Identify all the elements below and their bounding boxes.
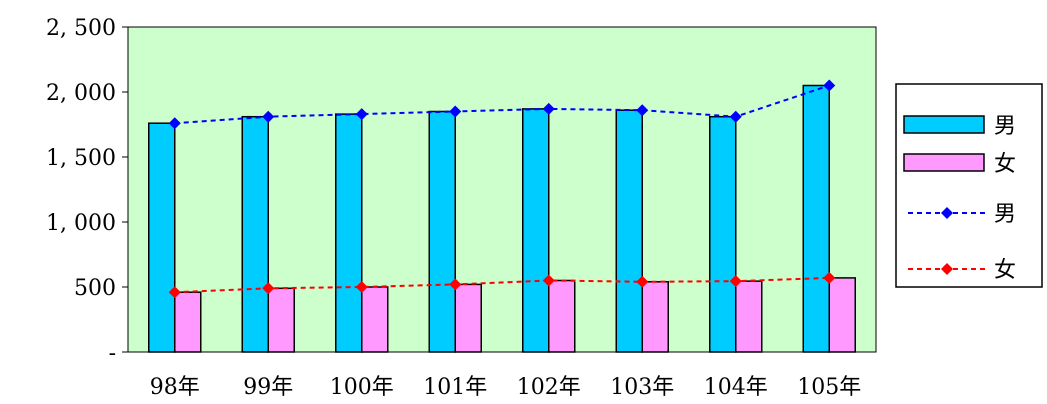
bar-male	[241, 115, 269, 353]
plot-area	[127, 26, 877, 353]
line-point-female	[168, 286, 181, 299]
legend-label: 男	[994, 114, 1016, 139]
legend-swatch-bar	[903, 115, 985, 134]
x-category-label: 99年	[243, 375, 293, 400]
bar-female	[828, 277, 856, 353]
x-category-label: 105年	[797, 375, 861, 400]
line-point-male	[729, 110, 742, 123]
bar-female	[735, 280, 763, 353]
legend-label: 女	[994, 258, 1016, 283]
line-point-male	[542, 102, 555, 115]
bar-male	[148, 122, 176, 353]
x-category-label: 100年	[330, 375, 394, 400]
y-tick-label: 2, 500	[46, 16, 116, 41]
bar-female	[548, 279, 576, 353]
bar-male	[709, 115, 737, 353]
y-tick-label: 2, 000	[46, 81, 116, 106]
bar-male	[522, 108, 550, 353]
bars	[148, 84, 856, 353]
line-point-female	[823, 271, 836, 284]
x-category-label: 98年	[150, 375, 200, 400]
bar-male	[428, 110, 456, 353]
line-point-male	[823, 79, 836, 92]
y-tick-label: -	[109, 341, 116, 366]
legend-label: 男	[994, 202, 1016, 227]
line-point-male	[449, 105, 462, 118]
y-tick-label: 500	[74, 276, 116, 301]
bar-male	[335, 113, 363, 353]
y-tick-label: 1, 500	[46, 146, 116, 171]
legend-label: 女	[994, 152, 1016, 177]
line-point-female	[542, 274, 555, 287]
line-point-male	[168, 117, 181, 130]
x-axis-labels: 98年 99年 100年 101年 102年 103年 104年 105年	[150, 375, 862, 400]
line-female	[174, 276, 830, 294]
line-point-female	[449, 278, 462, 291]
bar-female	[641, 281, 669, 353]
line-point-female	[262, 282, 275, 295]
bar-female	[174, 291, 202, 353]
lines	[168, 79, 836, 299]
bar-female	[454, 283, 482, 353]
bar-male	[802, 84, 830, 353]
x-category-label: 101年	[423, 375, 487, 400]
line-point-male	[636, 104, 649, 117]
x-category-label: 103年	[610, 375, 674, 400]
line-point-female	[636, 275, 649, 288]
x-category-label: 104年	[704, 375, 768, 400]
line-point-female	[729, 275, 742, 288]
y-tick-label: 1, 000	[46, 211, 116, 236]
legend-swatch-bar	[903, 153, 985, 172]
legend-marker	[941, 263, 953, 275]
legend-marker	[941, 207, 953, 219]
line-point-male	[262, 110, 275, 123]
y-axis-ticks: - 500 1, 000 1, 500 2, 000 2, 500	[46, 16, 128, 366]
line-point-male	[355, 108, 368, 121]
bar-female	[267, 287, 295, 353]
legend-box	[895, 83, 1043, 288]
bar-male	[615, 109, 643, 353]
line-point-female	[355, 281, 368, 293]
x-category-label: 102年	[517, 375, 581, 400]
line-male	[174, 84, 830, 125]
bar-female	[361, 286, 389, 353]
